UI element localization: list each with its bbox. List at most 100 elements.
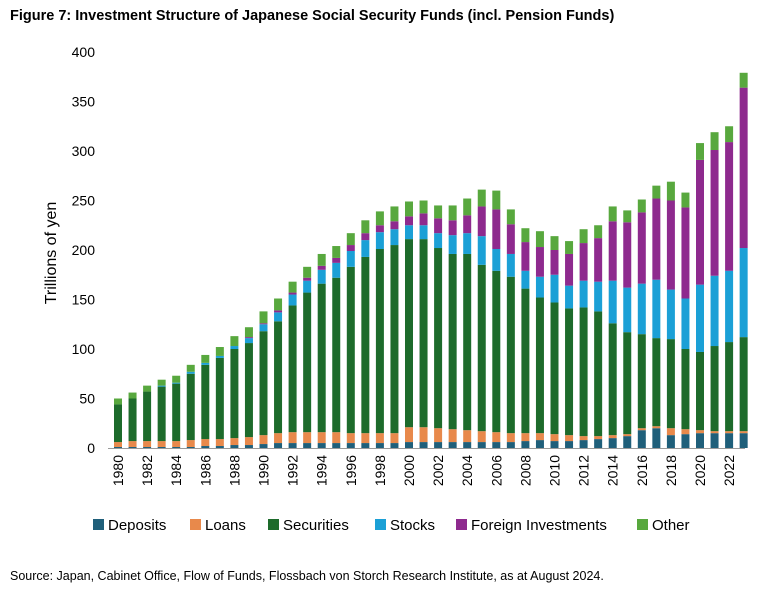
bars-group	[114, 72, 748, 448]
bar-segment	[361, 220, 370, 234]
bar-segment	[375, 443, 384, 448]
bar-segment	[172, 447, 181, 448]
y-tick-label: 50	[79, 391, 95, 407]
bar-segment	[448, 205, 457, 221]
bar-segment	[710, 150, 719, 276]
bar-segment	[739, 72, 748, 88]
bar-segment	[303, 432, 312, 444]
bar-segment	[201, 364, 210, 440]
bar-segment	[681, 434, 690, 448]
bar-segment	[696, 430, 704, 434]
bar-segment	[623, 436, 632, 448]
x-tick-label: 1980	[110, 455, 126, 486]
bar-segment	[114, 398, 122, 405]
bar-segment	[332, 277, 341, 433]
bar-segment	[288, 305, 297, 433]
legend-item: Deposits	[93, 517, 166, 534]
bar-segment	[477, 264, 486, 432]
bar-segment	[652, 198, 661, 280]
bar-segment	[172, 375, 181, 383]
bar-segment	[521, 288, 530, 434]
bar-segment	[230, 346, 239, 349]
bar-segment	[259, 435, 268, 445]
bar-segment	[710, 433, 719, 448]
bar-segment	[666, 428, 675, 436]
bar-segment	[535, 247, 544, 277]
bar-segment	[565, 435, 574, 442]
bar-segment	[521, 242, 530, 271]
bar-segment	[303, 277, 312, 281]
bar-segment	[419, 213, 428, 226]
bar-segment	[477, 206, 486, 237]
bar-segment	[434, 218, 443, 234]
y-tick-label: 350	[72, 94, 96, 110]
bar-segment	[215, 355, 224, 358]
bar-segment	[244, 338, 253, 344]
bar-segment	[361, 433, 370, 444]
bar-segment	[594, 311, 603, 437]
bar-segment	[303, 443, 312, 448]
bar-segment	[303, 266, 312, 278]
bar-segment	[390, 221, 399, 230]
bar-segment	[274, 310, 283, 313]
bar-segment	[463, 215, 472, 234]
legend-swatch	[190, 519, 201, 530]
x-tick-label: 1998	[372, 455, 388, 486]
bar-segment	[637, 199, 646, 213]
x-tick-label: 1992	[285, 455, 301, 486]
bar-segment	[114, 442, 122, 448]
bar-segment	[317, 432, 326, 444]
legend-swatch	[268, 519, 279, 530]
bar-segment	[157, 386, 166, 442]
bar-segment	[696, 159, 704, 285]
bar-segment	[434, 442, 443, 448]
bar-segment	[535, 276, 544, 298]
bar-segment	[681, 192, 690, 208]
legend-label: Securities	[283, 517, 349, 534]
x-tick-label: 1990	[256, 455, 272, 486]
bar-segment	[274, 443, 283, 448]
bar-segment	[390, 443, 399, 448]
bar-segment	[143, 447, 152, 448]
bar-segment	[405, 442, 413, 448]
bar-segment	[623, 332, 632, 435]
bar-segment	[696, 351, 704, 431]
bar-segment	[405, 225, 413, 240]
bar-segment	[463, 442, 472, 448]
bar-segment	[550, 441, 559, 448]
bar-segment	[652, 426, 661, 429]
bar-segment	[492, 190, 501, 210]
bar-segment	[594, 436, 603, 440]
bar-segment	[565, 308, 574, 436]
bar-segment	[375, 249, 384, 434]
bar-segment	[623, 210, 632, 223]
bar-segment	[317, 283, 326, 433]
x-tick-label: 2018	[663, 455, 679, 486]
bar-segment	[448, 429, 457, 443]
bar-segment	[637, 334, 646, 429]
bar-segment	[579, 280, 588, 308]
bar-segment	[215, 357, 224, 440]
bar-segment	[215, 439, 224, 447]
x-tick-label: 1994	[314, 455, 330, 486]
bar-segment	[157, 447, 166, 448]
x-tick-label: 1996	[343, 455, 359, 486]
bar-segment	[477, 442, 486, 448]
bar-segment	[332, 257, 341, 263]
bar-segment	[274, 433, 283, 444]
bar-segment	[463, 233, 472, 254]
bar-segment	[375, 211, 384, 226]
bar-segment	[696, 284, 704, 352]
bar-segment	[550, 434, 559, 442]
bar-segment	[739, 87, 748, 249]
bar-segment	[492, 249, 501, 271]
bar-segment	[579, 229, 588, 244]
legend-item: Loans	[190, 517, 246, 534]
bar-segment	[201, 362, 210, 365]
bar-segment	[637, 428, 646, 431]
bar-segment	[346, 245, 355, 251]
bar-segment	[506, 442, 515, 448]
bar-segment	[317, 443, 326, 448]
bar-segment	[477, 236, 486, 265]
